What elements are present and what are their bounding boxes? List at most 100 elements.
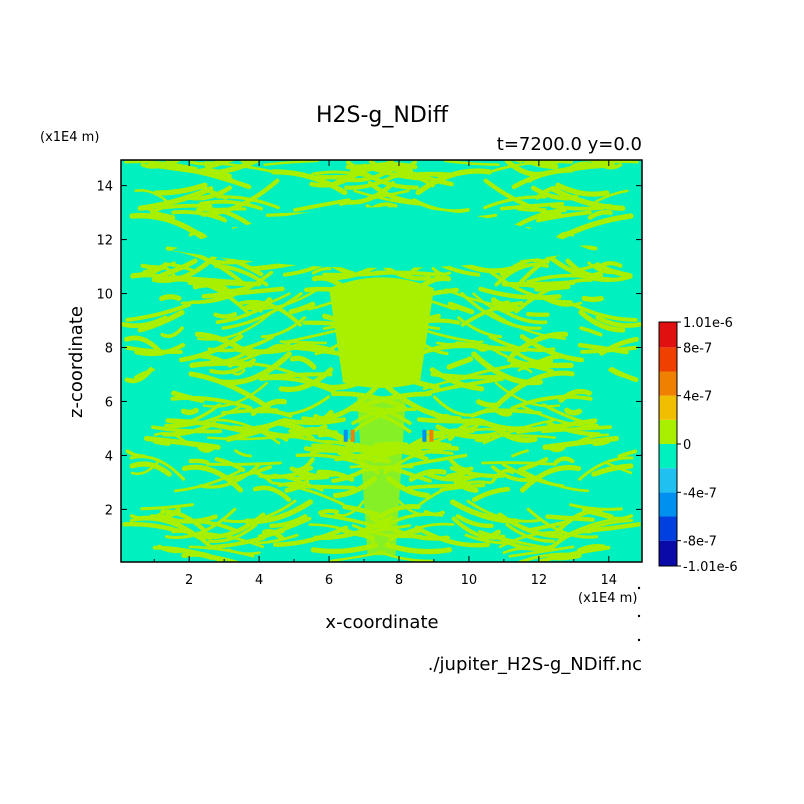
field-stripe [309, 448, 350, 456]
field-stripe [502, 547, 536, 555]
colorbar-label: -1.01e-6 [683, 560, 738, 575]
z-unit-label: (x1E4 m) [40, 130, 99, 145]
colorbar-label: -4e-7 [683, 486, 717, 501]
field-stripe [196, 311, 273, 341]
field-stripe [470, 408, 506, 418]
field-stripe [184, 185, 232, 201]
field-stripe [125, 302, 192, 322]
y-tick-label: 4 [105, 449, 113, 464]
field-stripe [535, 186, 562, 200]
field-stripe [553, 456, 575, 465]
field-stripe [430, 372, 507, 380]
field-stripe [595, 315, 642, 328]
field-stripe [243, 303, 264, 313]
field-stripe [140, 162, 162, 169]
field-stripe [289, 457, 315, 473]
x-tick-label: 14 [601, 573, 618, 588]
central-column [357, 396, 406, 556]
field-stripe [515, 552, 569, 562]
field-stripe [248, 470, 272, 484]
field-stripe [152, 438, 171, 446]
field-stripe [284, 423, 305, 431]
field-stripe [517, 457, 549, 472]
field-stripe [492, 370, 575, 410]
field-stripe [163, 262, 195, 273]
x-tick-label: 4 [255, 573, 263, 588]
field-stripe [594, 189, 629, 203]
field-stripe [207, 212, 226, 221]
field-stripe [317, 432, 354, 453]
colorbar-label: 0 [683, 438, 691, 453]
field-stripe [485, 344, 556, 367]
field-stripe [265, 424, 328, 439]
field-stripe [318, 509, 340, 515]
field-stripe [289, 355, 317, 370]
field-stripe [152, 545, 225, 562]
central-lens [171, 207, 592, 268]
field-stripe [240, 160, 255, 163]
field-stripe [491, 468, 515, 484]
dot [637, 638, 641, 642]
field-stripe [538, 545, 611, 562]
field-stripe [270, 169, 348, 196]
x-unit-label: (x1E4 m) [578, 591, 637, 606]
field-stripe [214, 457, 246, 472]
field-stripe [301, 382, 381, 423]
central-plume [329, 277, 434, 388]
field-stripe [447, 301, 475, 315]
field-stripe [481, 461, 557, 466]
anomaly-positive [350, 429, 355, 442]
x-tick-label: 2 [185, 573, 193, 588]
field-stripe [435, 424, 498, 440]
plot-area [121, 160, 642, 562]
field-stripe [414, 525, 490, 548]
field-stripe [455, 514, 494, 529]
field-stripe [472, 292, 520, 313]
field-stripe [273, 339, 292, 353]
field-stripe [445, 472, 466, 480]
colorbar: 1.01e-6 8e-7 4e-7 0 -4e-7 -8e-7 -1.01e-6 [658, 316, 738, 575]
field-stripe [563, 519, 634, 540]
field-stripe [353, 189, 424, 206]
field-stripe [227, 548, 261, 556]
field-stripe [413, 442, 452, 452]
field-stripe [192, 282, 229, 292]
field-stripe [525, 311, 550, 317]
field-stripe [517, 366, 533, 374]
colorbar-segment [659, 395, 677, 420]
field-stripe [478, 286, 562, 300]
field-stripe [204, 161, 273, 173]
field-stripe [382, 382, 462, 422]
field-stripe [448, 457, 474, 472]
field-stripe [137, 309, 185, 333]
field-stripe [334, 500, 365, 517]
colorbar-segment [659, 347, 677, 372]
field-stripe [444, 160, 500, 166]
field-stripe [534, 284, 571, 292]
field-stripe [491, 301, 548, 325]
field-stripe [160, 326, 184, 339]
field-stripe [196, 531, 265, 549]
field-stripe [458, 423, 479, 432]
field-stripe [214, 264, 269, 287]
field-stripe [252, 485, 292, 502]
field-stripe [464, 533, 508, 545]
field-stripe [508, 545, 575, 558]
field-stripe [150, 210, 176, 220]
field-stripe [198, 199, 264, 211]
field-stripe [207, 344, 278, 367]
field-stripe [505, 523, 555, 543]
field-stripe [188, 458, 210, 465]
field-stripe [230, 369, 246, 376]
field-stripe [601, 162, 623, 170]
field-stripe [158, 203, 213, 210]
field-stripe [453, 479, 479, 493]
y-tick-label: 10 [96, 288, 113, 303]
field-stripe [564, 407, 583, 416]
field-stripe [576, 544, 606, 553]
field-stripe [591, 463, 634, 477]
field-features [171, 207, 592, 556]
field-stripe [568, 262, 600, 273]
field-stripe [489, 270, 573, 304]
dot [637, 614, 641, 618]
